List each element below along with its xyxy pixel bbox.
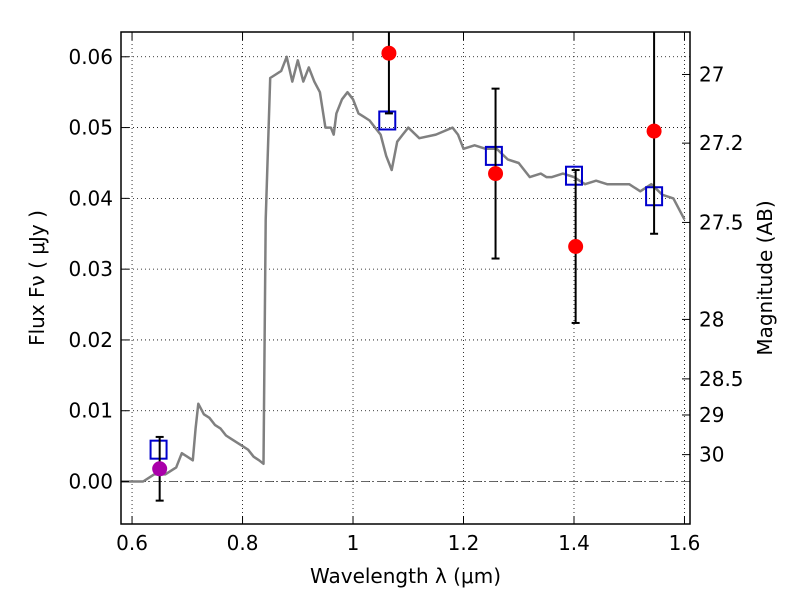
x-tick-label: 0.8	[227, 531, 259, 555]
y-axis-label: Flux Fν ( μJy )	[25, 210, 49, 346]
observed-flux-point	[381, 45, 397, 61]
magnitude-tick-label: 27.5	[699, 210, 744, 234]
observed-flux-point	[646, 123, 662, 139]
magnitude-tick-label: 28.5	[699, 367, 744, 391]
x-axis-label: Wavelength λ (μm)	[310, 564, 501, 588]
y-tick-label: 0.06	[68, 45, 113, 69]
spectrum-line	[121, 55, 686, 483]
y-tick-label: 0.01	[68, 399, 113, 423]
observed-flux-point	[568, 238, 584, 254]
observed-flux-point	[488, 166, 504, 182]
right-axis-label: Magnitude (AB)	[753, 200, 777, 355]
model-flux-square	[484, 145, 503, 166]
magnitude-tick-label: 27	[699, 62, 724, 86]
magnitude-tick-label: 29	[699, 403, 724, 427]
x-tick-label: 0.6	[116, 531, 148, 555]
magnitude-tick-label: 28	[699, 307, 724, 331]
magnitude-tick-label: 30	[699, 443, 724, 467]
x-tick-label: 1.6	[669, 531, 701, 555]
y-tick-label: 0.05	[68, 116, 113, 140]
plot-frame	[120, 31, 691, 525]
y-tick-label: 0.04	[68, 186, 113, 210]
observed-flux-point	[152, 461, 168, 477]
model-flux-square	[149, 439, 168, 460]
x-tick-label: 1	[347, 531, 360, 555]
y-tick-label: 0.00	[68, 470, 113, 494]
y-tick-label: 0.02	[68, 328, 113, 352]
magnitude-tick-label: 27.2	[699, 131, 744, 155]
model-flux-square	[378, 110, 397, 131]
model-flux-square	[564, 165, 583, 186]
y-tick-label: 0.03	[68, 257, 113, 281]
x-tick-label: 1.2	[448, 531, 480, 555]
x-tick-label: 1.4	[558, 531, 590, 555]
